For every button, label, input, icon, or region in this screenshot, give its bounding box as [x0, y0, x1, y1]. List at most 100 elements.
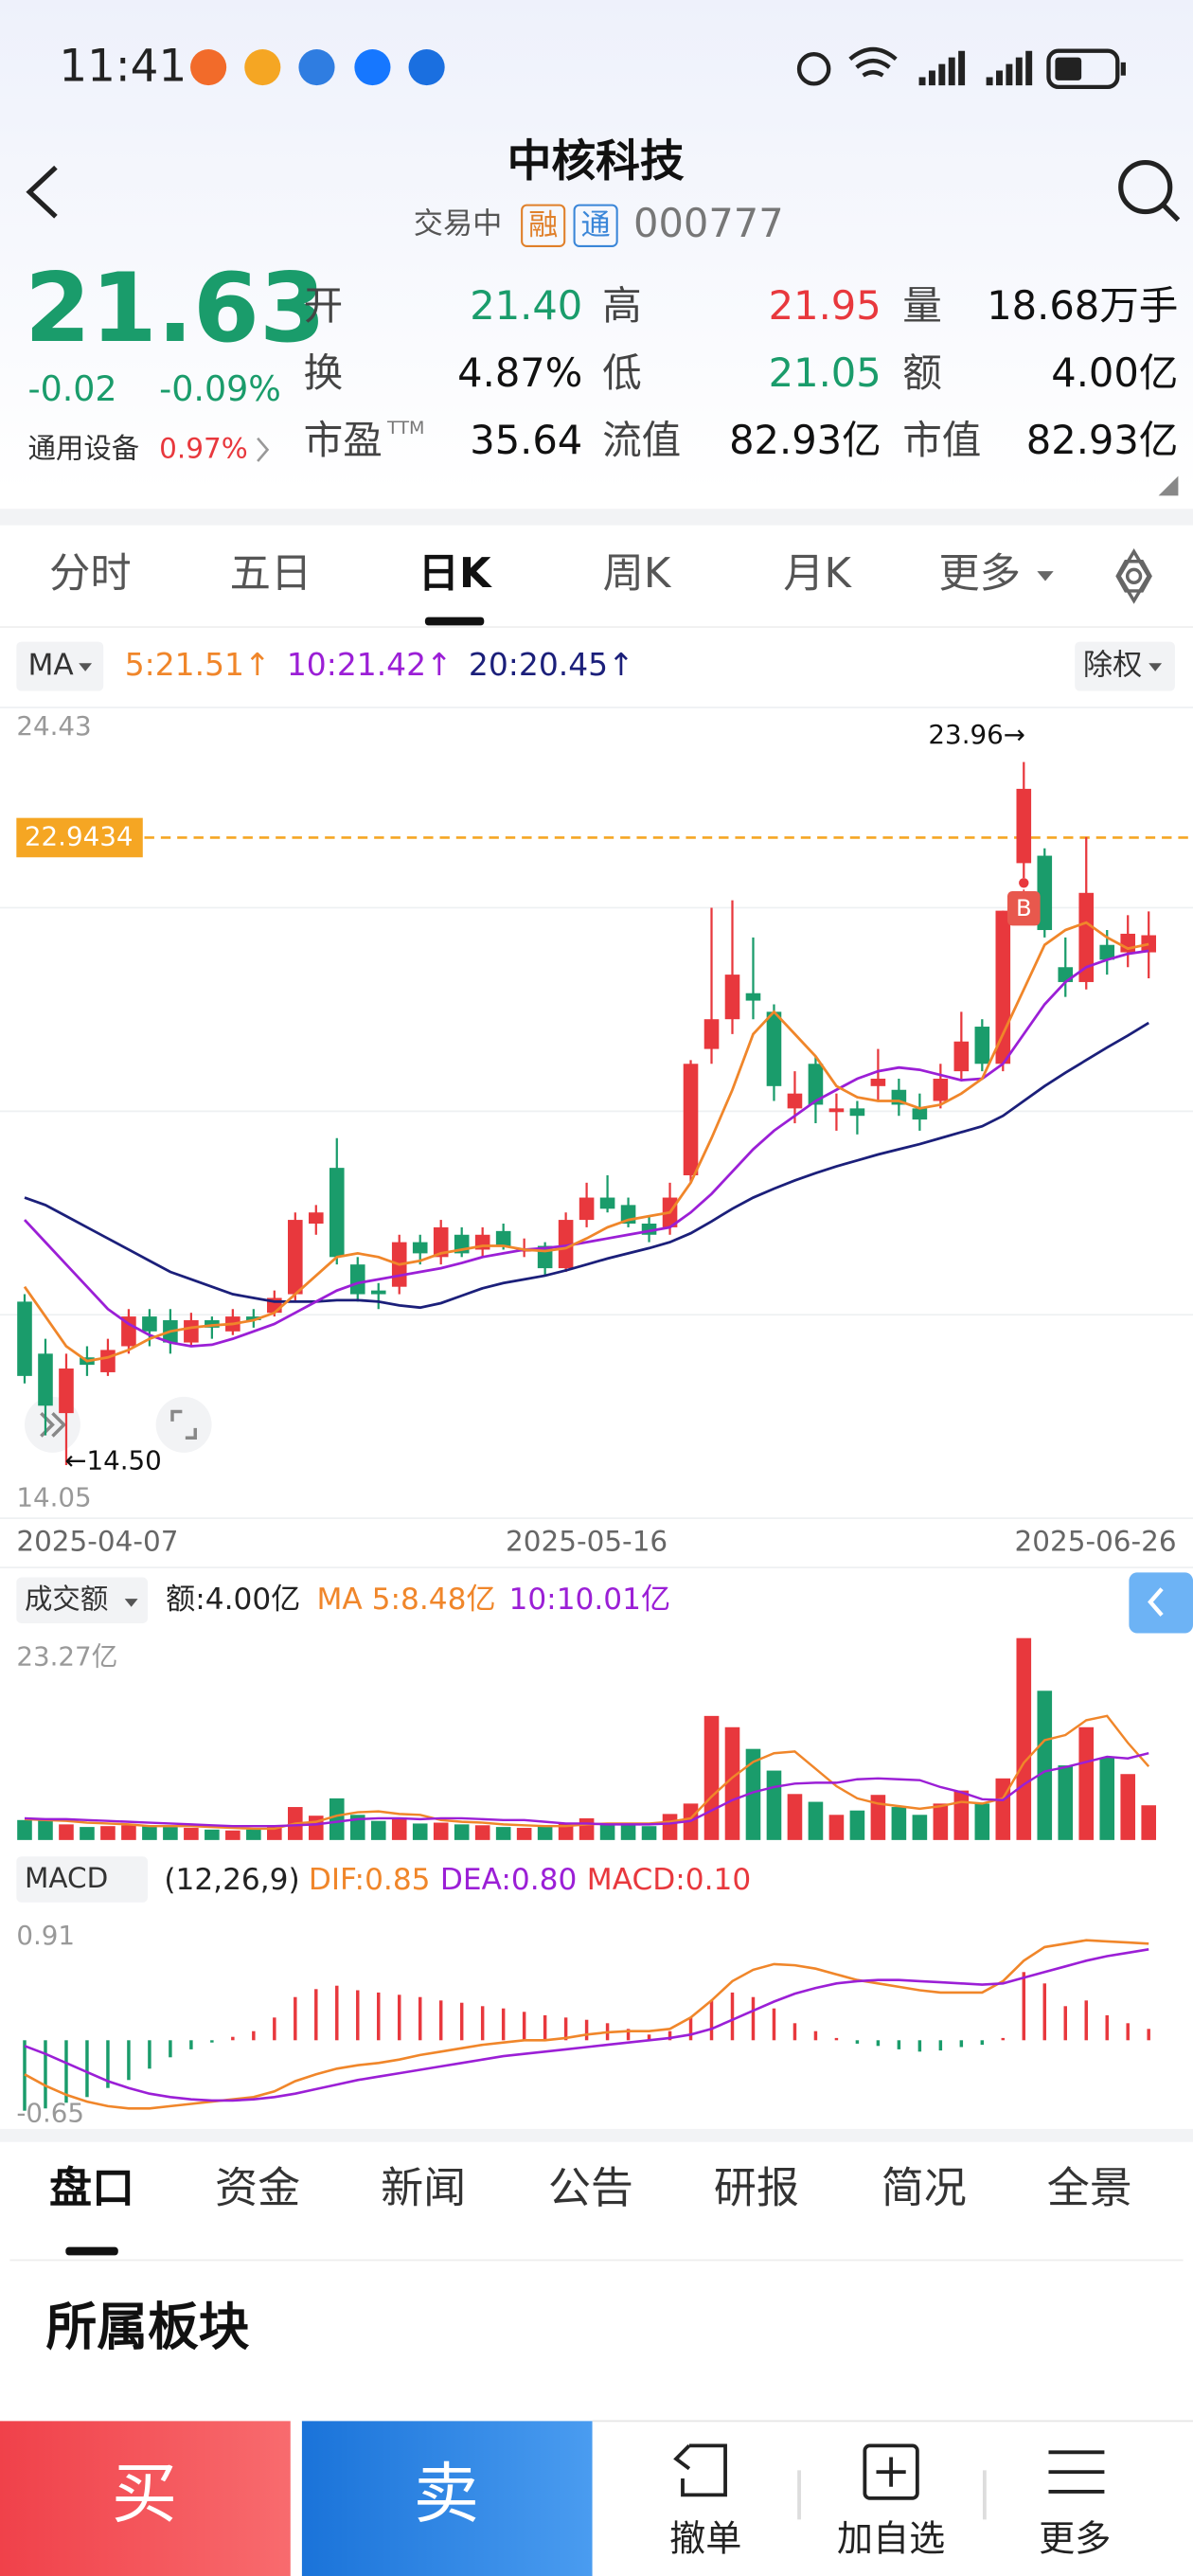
- macd-bar: [668, 2030, 672, 2041]
- detail-tab[interactable]: 盘口: [49, 2163, 134, 2213]
- candle-body: [724, 975, 740, 1020]
- field-label: 市值: [902, 417, 981, 463]
- adjust-selector[interactable]: [1075, 641, 1175, 691]
- macd-bar: [834, 2037, 839, 2041]
- badge: 通: [581, 208, 611, 242]
- field-label: 低: [602, 349, 642, 396]
- field-value: 18.68万手: [987, 282, 1178, 329]
- macd-bar: [1105, 2014, 1109, 2041]
- candle-body: [953, 1041, 970, 1072]
- back-button[interactable]: [26, 165, 58, 219]
- sell-button[interactable]: [301, 2421, 593, 2576]
- macd-bar: [294, 1996, 297, 2041]
- volume-bar: [1078, 1726, 1095, 1840]
- buy-label[interactable]: 买: [112, 2457, 177, 2532]
- macd-bar: [85, 2040, 89, 2098]
- buy-marker-box: [1006, 890, 1041, 926]
- side-tab[interactable]: [1129, 1572, 1193, 1634]
- status-time: 11:41: [59, 41, 187, 92]
- macd-bar: [1084, 2000, 1088, 2041]
- section-title: 所属板块: [46, 2298, 250, 2357]
- volume-bar: [391, 1817, 407, 1840]
- candle-body: [641, 1224, 657, 1235]
- field-value: 82.93亿: [1026, 417, 1179, 463]
- high-label: 23.96→: [928, 719, 1025, 750]
- candle-body: [59, 1368, 74, 1414]
- volume-selector[interactable]: [16, 1577, 148, 1624]
- volume-bar: [184, 1828, 199, 1840]
- macd-bar: [252, 2030, 256, 2041]
- settings-icon[interactable]: [1115, 547, 1152, 604]
- volume-bar: [433, 1822, 449, 1840]
- candle-body: [933, 1078, 949, 1101]
- detail-tab[interactable]: 简况: [881, 2163, 967, 2213]
- field-label: 流值: [602, 417, 681, 463]
- volume-bar: [349, 1815, 365, 1840]
- candle-body: [121, 1316, 136, 1347]
- action-label[interactable]: 更多: [1039, 2517, 1111, 2559]
- y-tick-label: 14.05: [16, 1481, 91, 1512]
- macd-bar: [314, 1989, 318, 2041]
- macd-selector[interactable]: [16, 1856, 148, 1903]
- detail-tab[interactable]: 公告: [548, 2163, 633, 2213]
- dropdown-arrows: [124, 1599, 138, 1887]
- period-tab[interactable]: 月K: [783, 550, 852, 598]
- action-icons: [673, 2443, 1105, 2520]
- candle-body: [1099, 944, 1115, 960]
- candle-body: [329, 1168, 345, 1258]
- volume-bar: [246, 1829, 261, 1840]
- candle-body: [1016, 788, 1032, 864]
- macd-bar: [522, 2012, 526, 2041]
- buy-button[interactable]: [0, 2421, 291, 2576]
- candle-body: [974, 1027, 990, 1064]
- macd-bar: [855, 2040, 860, 2044]
- sell-label[interactable]: 卖: [414, 2457, 479, 2532]
- sector: 通用设备: [27, 432, 139, 464]
- detail-tab[interactable]: 新闻: [381, 2163, 466, 2213]
- volume-bar: [641, 1826, 657, 1840]
- macd-bar: [459, 2002, 464, 2041]
- candle-body: [308, 1212, 324, 1225]
- search-button[interactable]: [1118, 159, 1181, 223]
- volume-bar: [205, 1829, 220, 1840]
- macd-bar: [1001, 2037, 1006, 2041]
- indicator-line: [24, 1751, 1149, 1828]
- candle-body: [683, 1064, 699, 1175]
- indicator-selector[interactable]: [16, 641, 104, 691]
- volume-bar: [870, 1795, 886, 1840]
- change: -0.02: [27, 368, 116, 409]
- volume-bar: [100, 1826, 116, 1840]
- candle-body: [599, 1197, 615, 1209]
- macd-bar: [917, 2040, 922, 2052]
- volume-bar: [891, 1807, 907, 1840]
- period-tab[interactable]: 五日: [230, 550, 312, 598]
- reference-label-box: [16, 817, 143, 858]
- sector-change: 0.97%: [159, 432, 248, 464]
- adjust-label: 除权: [1083, 649, 1142, 683]
- detail-tab[interactable]: 全景: [1047, 2163, 1132, 2213]
- action-label[interactable]: 撤单: [669, 2517, 741, 2559]
- sector-arrow[interactable]: [257, 437, 270, 462]
- volume-bar: [1099, 1757, 1115, 1840]
- candle-body: [38, 1353, 53, 1406]
- macd-bar: [64, 2040, 68, 2103]
- volume-bar: [38, 1817, 53, 1840]
- macd-bar: [709, 2000, 714, 2041]
- candle-body: [849, 1108, 865, 1117]
- detail-tab[interactable]: 研报: [714, 2163, 799, 2213]
- macd-bar: [210, 2040, 214, 2043]
- period-tab[interactable]: 日K: [418, 550, 492, 598]
- volume-amount: 额:4.00亿: [166, 1583, 300, 1617]
- period-tab[interactable]: 更多: [938, 550, 1021, 598]
- divider: [0, 509, 1193, 526]
- macd-bar: [398, 1995, 401, 2041]
- macd-legend: DEA:0.80: [440, 1863, 577, 1897]
- detail-tab[interactable]: 资金: [215, 2163, 300, 2213]
- macd-bar: [335, 1985, 339, 2041]
- candle-body: [205, 1320, 220, 1328]
- volume-bar: [953, 1790, 970, 1840]
- action-label[interactable]: 加自选: [837, 2517, 945, 2559]
- period-tab[interactable]: 周K: [603, 550, 672, 598]
- period-tab[interactable]: 分时: [49, 550, 132, 598]
